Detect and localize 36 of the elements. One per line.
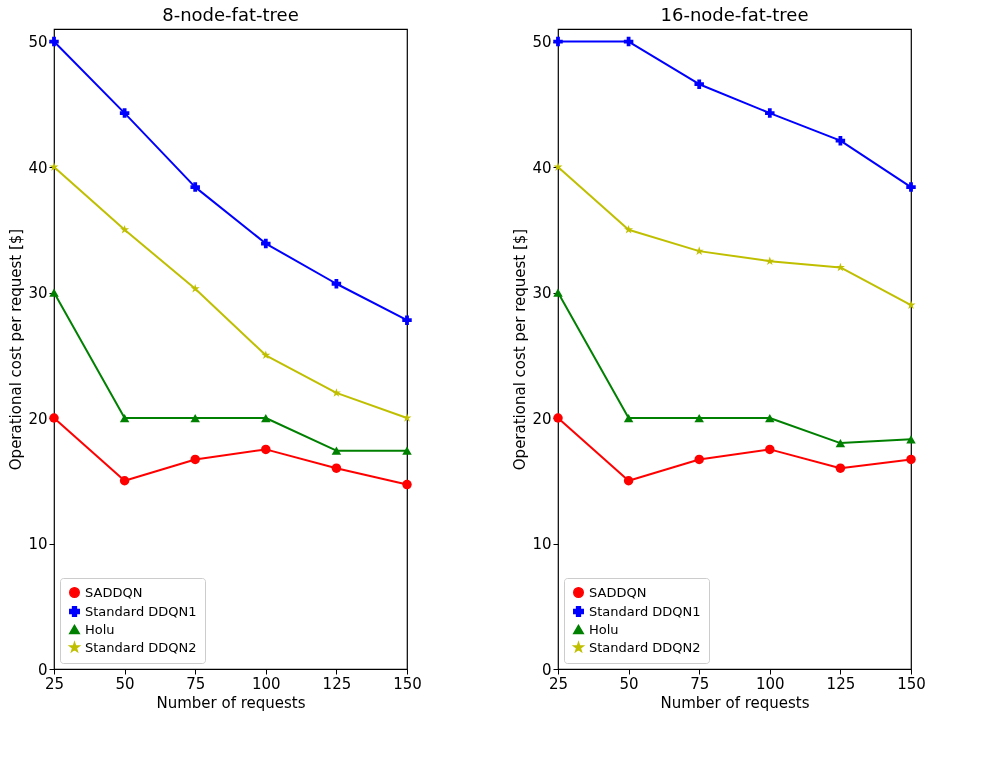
x-tick-label: 150 (897, 674, 926, 693)
x-tick-label: 150 (393, 674, 422, 693)
legend-label: SADDQN (589, 584, 647, 600)
y-tick-label: 10 (532, 535, 552, 554)
y-tick-label: 50 (532, 33, 552, 52)
legend-label: Standard DDQN2 (589, 639, 701, 655)
x-tick-label: 125 (826, 674, 856, 693)
x-tick-label: 75 (186, 674, 206, 693)
x-tick-label: 75 (690, 674, 710, 693)
legend-label: Standard DDQN1 (85, 603, 197, 619)
x-axis-title: Number of requests (660, 693, 810, 712)
y-axis-title: Operational cost per request [$] (7, 228, 26, 471)
legend-label: Holu (589, 621, 619, 637)
chart-title: 8-node-fat-tree (162, 4, 299, 25)
x-tick-label: 50 (619, 674, 639, 693)
y-tick-label: 40 (532, 158, 552, 177)
chart-title: 16-node-fat-tree (660, 4, 809, 25)
y-tick-label: 50 (28, 33, 48, 52)
legend-label: Holu (85, 621, 115, 637)
y-tick-label: 10 (28, 535, 48, 554)
legend-label: Standard DDQN2 (85, 639, 197, 655)
x-tick-label: 125 (322, 674, 352, 693)
y-tick-label: 30 (28, 284, 48, 303)
x-tick-label: 50 (115, 674, 135, 693)
y-tick-label: 30 (532, 284, 552, 303)
y-tick-label: 20 (532, 409, 552, 428)
legend-label: Standard DDQN1 (589, 603, 701, 619)
x-tick-label: 25 (548, 674, 569, 693)
y-tick-label: 20 (28, 409, 48, 428)
x-tick-label: 25 (44, 674, 65, 693)
x-tick-label: 100 (755, 674, 785, 693)
x-tick-label: 100 (251, 674, 281, 693)
y-tick-label: 40 (28, 158, 48, 177)
legend-label: SADDQN (85, 584, 143, 600)
x-axis-title: Number of requests (156, 693, 306, 712)
y-axis-title: Operational cost per request [$] (511, 228, 530, 471)
